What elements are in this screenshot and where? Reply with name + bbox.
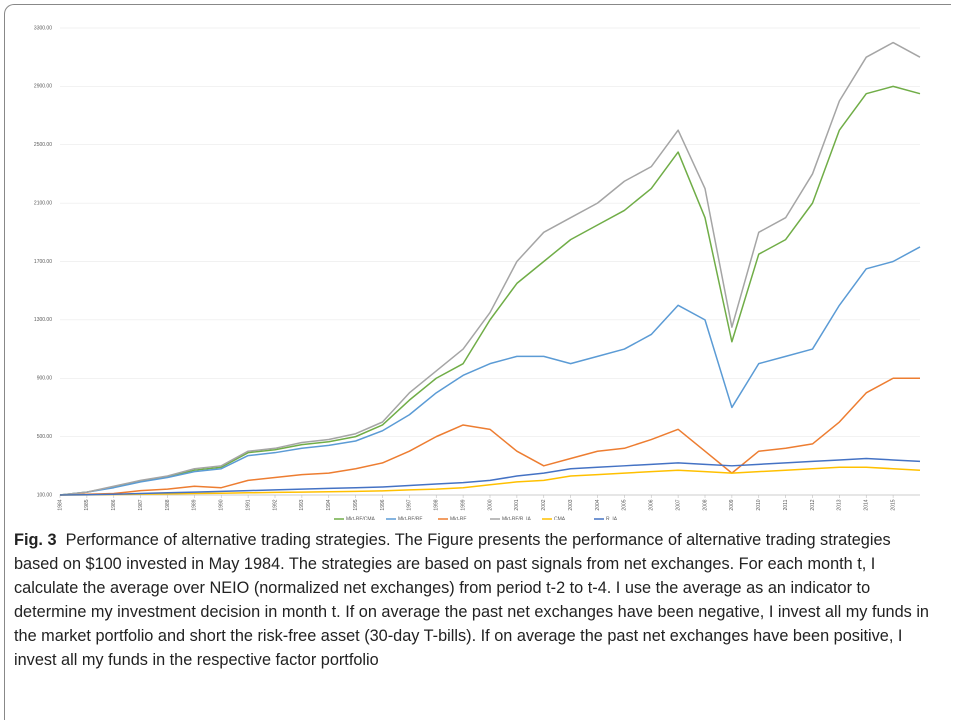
x-tick-label: 1991 <box>245 499 251 510</box>
figure-frame <box>4 4 951 720</box>
x-tick-label: 2011 <box>783 499 789 510</box>
x-tick-label: 1997 <box>407 499 413 510</box>
x-tick-label: 1994 <box>326 499 332 510</box>
x-tick-label: 1998 <box>434 499 440 510</box>
x-tick-label: 1989 <box>192 499 198 510</box>
x-tick-label: 2006 <box>649 499 655 510</box>
y-tick-label: 100.00 <box>37 492 53 498</box>
x-tick-label: 2000 <box>487 499 493 510</box>
x-tick-label: 2002 <box>541 499 547 510</box>
series-line <box>59 377 920 496</box>
legend-label: R_IA <box>606 516 618 520</box>
series-line <box>59 41 921 496</box>
series-line <box>59 246 921 496</box>
legend-label: CMA <box>554 516 566 520</box>
y-tick-label: 2500.00 <box>34 142 52 148</box>
y-tick-label: 900.00 <box>37 376 53 382</box>
series-line <box>59 466 921 496</box>
x-tick-label: 2010 <box>756 499 762 510</box>
x-tick-label: 1990 <box>219 499 225 510</box>
legend-label: Mkt-RF/R_IA <box>502 516 532 520</box>
legend-label: Mkt-RF/CMA <box>346 516 376 520</box>
x-tick-label: 1996 <box>380 499 386 510</box>
y-tick-label: 2100.00 <box>34 200 52 206</box>
x-tick-label: 2008 <box>702 499 708 510</box>
caption-text: Performance of alternative trading strat… <box>14 531 929 669</box>
x-tick-label: 1995 <box>353 499 359 510</box>
x-tick-label: 1987 <box>138 499 144 510</box>
x-tick-label: 2007 <box>675 499 681 510</box>
x-tick-label: 2014 <box>864 499 870 510</box>
x-tick-label: 2005 <box>622 499 628 510</box>
x-tick-label: 2004 <box>595 499 601 510</box>
y-tick-label: 1700.00 <box>34 259 52 265</box>
y-tick-label: 2900.00 <box>34 84 52 90</box>
series-line <box>59 457 921 496</box>
legend-label: Mkt-RF/RF <box>398 516 422 520</box>
caption: Fig. 3 Performance of alternative tradin… <box>14 528 934 672</box>
x-tick-label: 2001 <box>514 499 520 510</box>
x-tick-label: 2009 <box>729 499 735 510</box>
x-tick-label: 1986 <box>111 499 117 510</box>
x-tick-label: 2003 <box>568 499 574 510</box>
chart: 100.00 500.00 900.00 1300.00 1700.00 2100.00 2… <box>34 25 921 520</box>
x-tick-label: 1988 <box>165 499 171 510</box>
x-tick-label: 1985 <box>84 499 90 510</box>
caption-label: Fig. 3 <box>14 531 57 549</box>
x-tick-label: 1993 <box>299 499 305 510</box>
x-tick-label: 1984 <box>57 499 63 510</box>
series-line <box>59 85 921 496</box>
x-tick-label: 2012 <box>810 499 816 510</box>
x-tick-label: 2013 <box>837 499 843 510</box>
y-tick-label: 3300.00 <box>34 25 52 31</box>
x-tick-label: 1992 <box>272 499 278 510</box>
x-tick-label: 1999 <box>460 499 466 510</box>
x-tick-label: 2015 <box>890 499 896 510</box>
y-tick-label: 1300.00 <box>34 317 52 323</box>
y-tick-label: 500.00 <box>37 434 53 440</box>
legend-label: Mkt-RF <box>450 516 466 520</box>
